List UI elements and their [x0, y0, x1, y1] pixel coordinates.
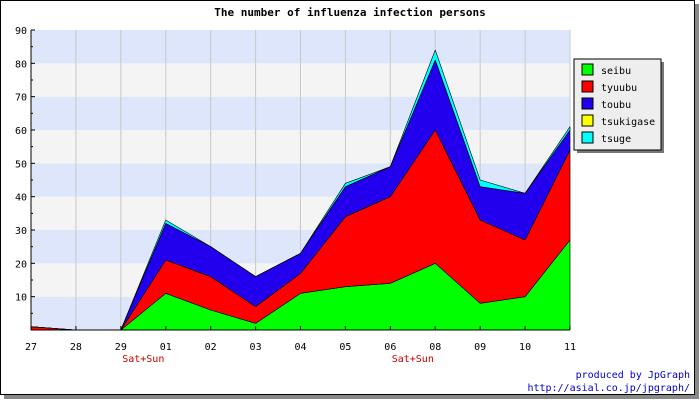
legend: seibu tyuubu toubu tsukigase tsuge	[573, 58, 664, 153]
credits-line2: http://asial.co.jp/jpgraph/	[527, 383, 690, 394]
x-tick-label: 28	[70, 342, 82, 353]
y-tick-label: 80	[15, 59, 27, 70]
legend-swatch-seibu	[581, 63, 594, 76]
x-annotation: Sat+Sun	[122, 354, 164, 365]
chart-title: The number of influenza infection person…	[214, 6, 486, 19]
x-tick-label: 08	[429, 342, 441, 353]
legend-swatch-tsuge	[581, 131, 594, 144]
y-tick-label: 70	[15, 93, 27, 104]
legend-label-tsukigase: tsukigase	[601, 117, 655, 128]
legend-label-tsuge: tsuge	[601, 134, 631, 145]
x-tick-label: 27	[25, 342, 37, 353]
x-tick-label: 29	[115, 342, 127, 353]
x-tick-label: 11	[564, 342, 576, 353]
y-tick-label: 30	[15, 226, 27, 237]
x-tick-label: 06	[384, 342, 396, 353]
y-tick-label: 90	[15, 26, 27, 37]
x-tick-label: 04	[294, 342, 306, 353]
credits-line1: produced by JpGraph	[576, 370, 690, 381]
legend-label-seibu: seibu	[601, 66, 631, 77]
x-tick-label: 02	[205, 342, 217, 353]
plot-area: 10 20 30 40 50 60 70 80 90 27 28 29 01 02 03 04 05 06 08 09…	[15, 26, 576, 365]
legend-swatch-tyuubu	[581, 80, 594, 93]
legend-label-toubu: toubu	[601, 100, 631, 111]
x-tick-label: 09	[474, 342, 486, 353]
legend-label-tyuubu: tyuubu	[601, 83, 637, 94]
y-tick-label: 60	[15, 126, 27, 137]
x-tick-label: 10	[519, 342, 531, 353]
series-area-tsuge	[30, 49, 571, 331]
x-annotation: Sat+Sun	[392, 354, 434, 365]
x-tick-label: 03	[250, 342, 262, 353]
y-tick-label: 10	[15, 293, 27, 304]
y-tick-label: 40	[15, 193, 27, 204]
x-tick-label: 05	[339, 342, 351, 353]
legend-swatch-tsukigase	[581, 114, 594, 127]
y-tick-label: 50	[15, 159, 27, 170]
y-tick-label: 20	[15, 259, 27, 270]
x-tick-label: 01	[160, 342, 172, 353]
legend-swatch-toubu	[581, 97, 594, 110]
